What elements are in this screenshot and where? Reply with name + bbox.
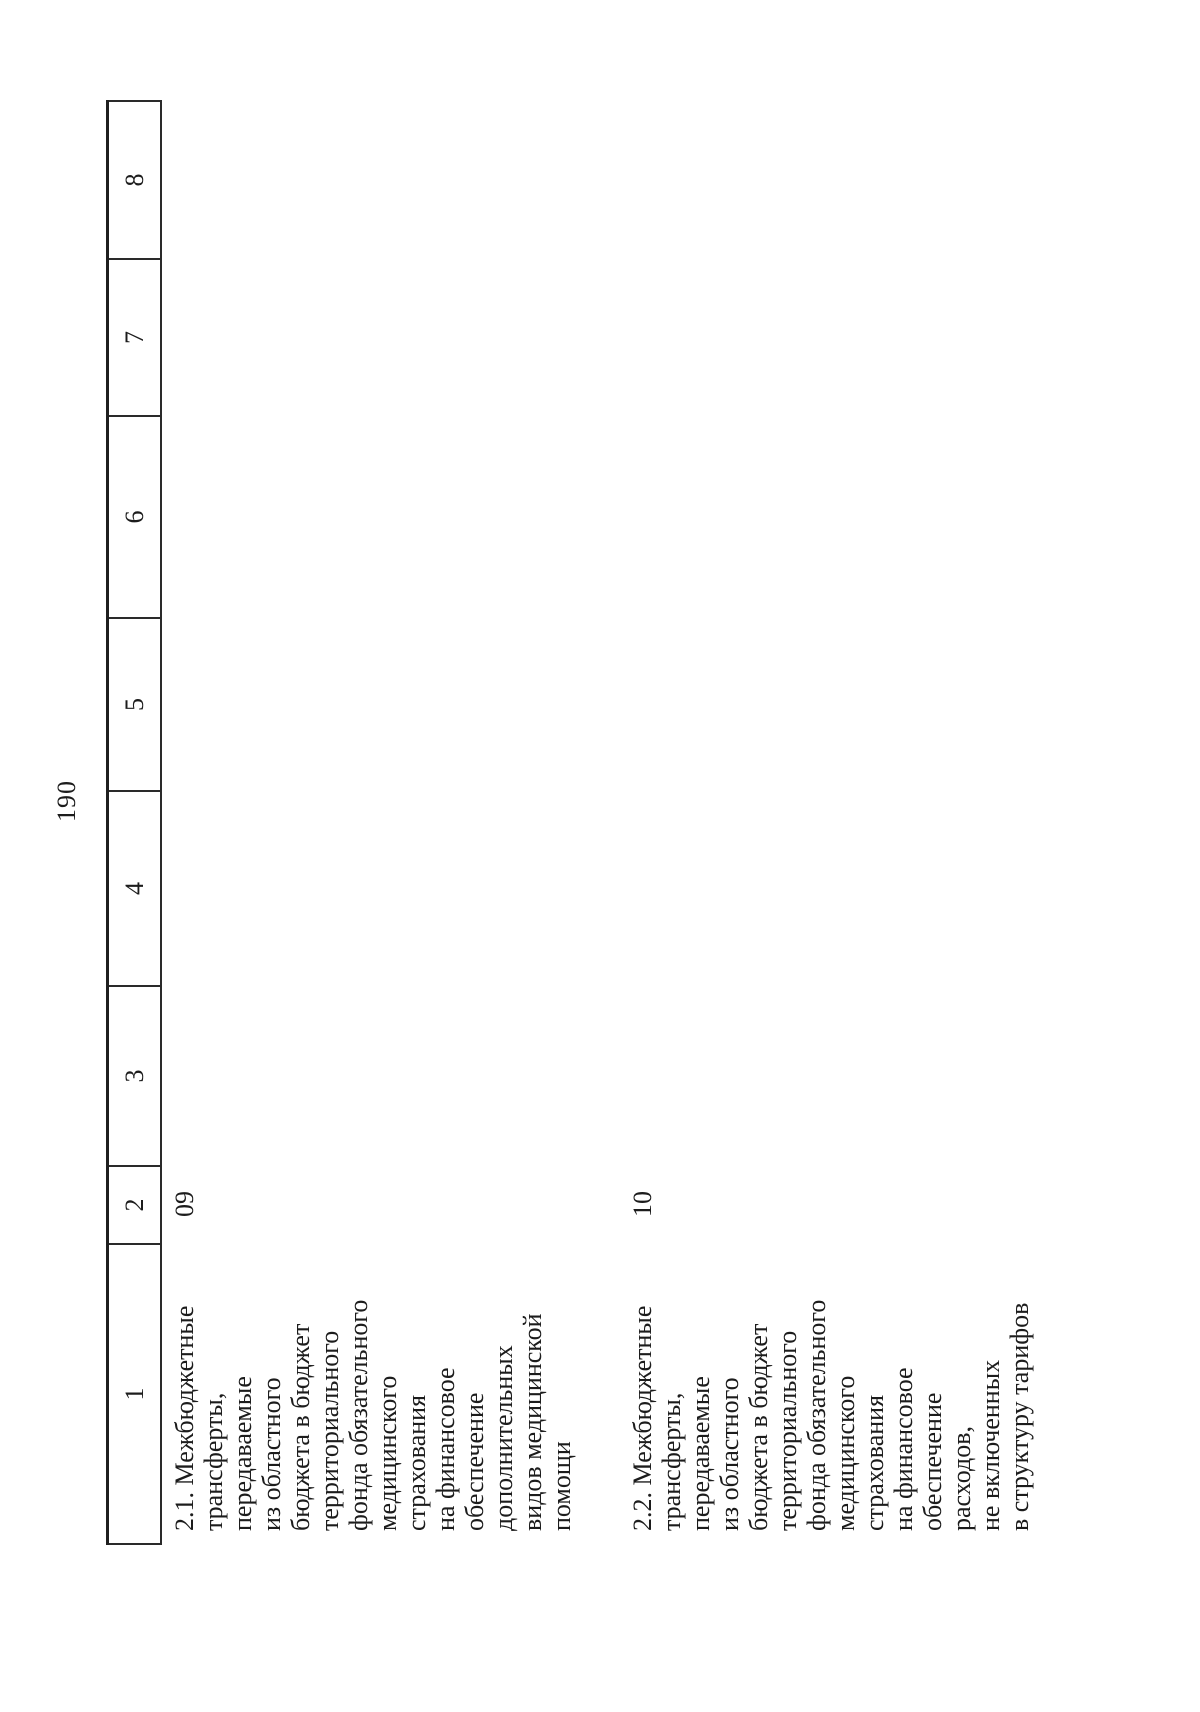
row-title-line: трансферты, <box>657 1392 686 1531</box>
row-title-line: медицинского <box>373 1375 402 1531</box>
header-cell-2: 2 <box>109 1165 160 1243</box>
row-title-line: расходов, <box>947 1425 976 1531</box>
header-cell-6: 6 <box>109 415 160 617</box>
row-title-line: фонда обязательного <box>802 1299 831 1531</box>
row-title-line: бюджета в бюджет <box>286 1323 315 1531</box>
table-row-2-2-title: 2.2. Межбюджетные трансферты, передаваем… <box>628 1231 1034 1531</box>
row-title-line: 2.1. Межбюджетные <box>170 1305 199 1531</box>
row-title-line: передаваемые <box>686 1376 715 1531</box>
row-title-line: трансферты, <box>199 1392 228 1531</box>
row-title-line: территориального <box>773 1330 802 1531</box>
page-number: 190 <box>52 780 81 822</box>
row-title-line: фонда обязательного <box>344 1299 373 1531</box>
row-title-line: обеспечение <box>918 1392 947 1531</box>
header-cell-4: 4 <box>109 790 160 985</box>
row-title-line: дополнительных <box>489 1345 518 1531</box>
row-title-line: страхования <box>860 1394 889 1531</box>
budget-table: 1 2 3 4 5 6 7 8 <box>106 100 162 1545</box>
table-header-row: 1 2 3 4 5 6 7 8 <box>106 100 162 1545</box>
row-title-line: территориального <box>315 1330 344 1531</box>
row-title-line: страхования <box>402 1394 431 1531</box>
header-cell-5: 5 <box>109 617 160 790</box>
header-cell-8: 8 <box>109 100 160 258</box>
row-title-line: на финансовое <box>431 1367 460 1531</box>
row-title-line: передаваемые <box>228 1376 257 1531</box>
row-title-line: видов медицинской <box>518 1313 547 1532</box>
row-title-line: помощи <box>547 1441 576 1531</box>
table-row-2-1-title: 2.1. Межбюджетные трансферты, передаваем… <box>170 1231 576 1531</box>
header-cell-3: 3 <box>109 985 160 1165</box>
header-cell-7: 7 <box>109 258 160 415</box>
header-cell-1: 1 <box>109 1243 160 1545</box>
row-title-line: не включенных <box>976 1359 1005 1531</box>
table-row-2-2-code: 10 <box>628 1191 657 1217</box>
row-title-line: медицинского <box>831 1375 860 1531</box>
table-row-2-1-code: 09 <box>170 1191 199 1217</box>
row-title-line: из областного <box>257 1377 286 1531</box>
row-title-line: 2.2. Межбюджетные <box>628 1305 657 1531</box>
row-title-line: обеспечение <box>460 1392 489 1531</box>
row-title-line: бюджета в бюджет <box>744 1323 773 1531</box>
row-title-line: в структуру тарифов <box>1005 1302 1034 1531</box>
row-title-line: на финансовое <box>889 1367 918 1531</box>
row-title-line: из областного <box>715 1377 744 1531</box>
